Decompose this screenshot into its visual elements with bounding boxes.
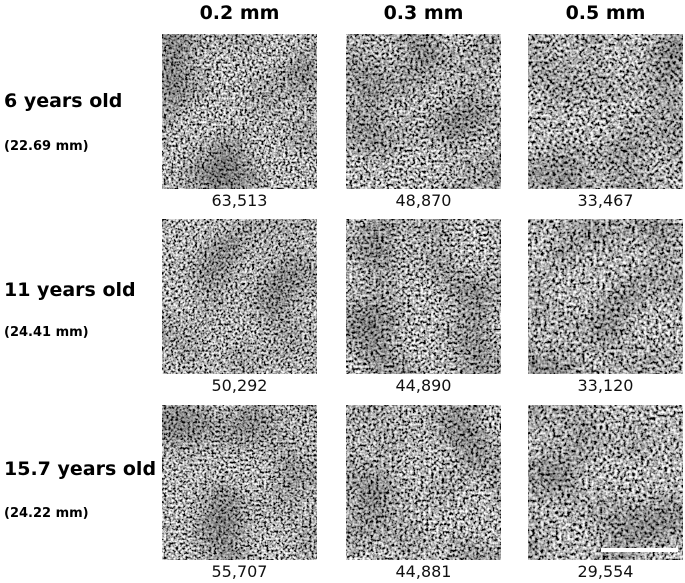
- column-header: 0.3 mm: [384, 2, 464, 24]
- cone-image: [528, 34, 683, 189]
- cone-image: [528, 405, 683, 560]
- row-sublabel: (22.69 mm): [4, 139, 89, 154]
- row-sublabel: (24.41 mm): [4, 325, 89, 340]
- density-value: 55,707: [212, 562, 268, 581]
- density-value: 44,890: [396, 376, 452, 395]
- cone-image: [346, 405, 501, 560]
- cone-image: [162, 34, 317, 189]
- density-value: 29,554: [578, 562, 634, 581]
- cone-image: [528, 219, 683, 374]
- row-label: 6 years old: [4, 90, 122, 112]
- density-value: 44,881: [396, 562, 452, 581]
- density-value: 33,120: [578, 376, 634, 395]
- cone-image: [346, 219, 501, 374]
- row-sublabel: (24.22 mm): [4, 506, 89, 521]
- density-value: 48,870: [396, 191, 452, 210]
- row-label: 15.7 years old: [4, 458, 156, 480]
- density-value: 63,513: [212, 191, 268, 210]
- cone-image: [162, 405, 317, 560]
- cone-image: [162, 219, 317, 374]
- density-value: 50,292: [212, 376, 268, 395]
- row-label: 11 years old: [4, 279, 136, 301]
- density-value: 33,467: [578, 191, 634, 210]
- cone-image: [346, 34, 501, 189]
- column-header: 0.5 mm: [566, 2, 646, 24]
- column-header: 0.2 mm: [200, 2, 280, 24]
